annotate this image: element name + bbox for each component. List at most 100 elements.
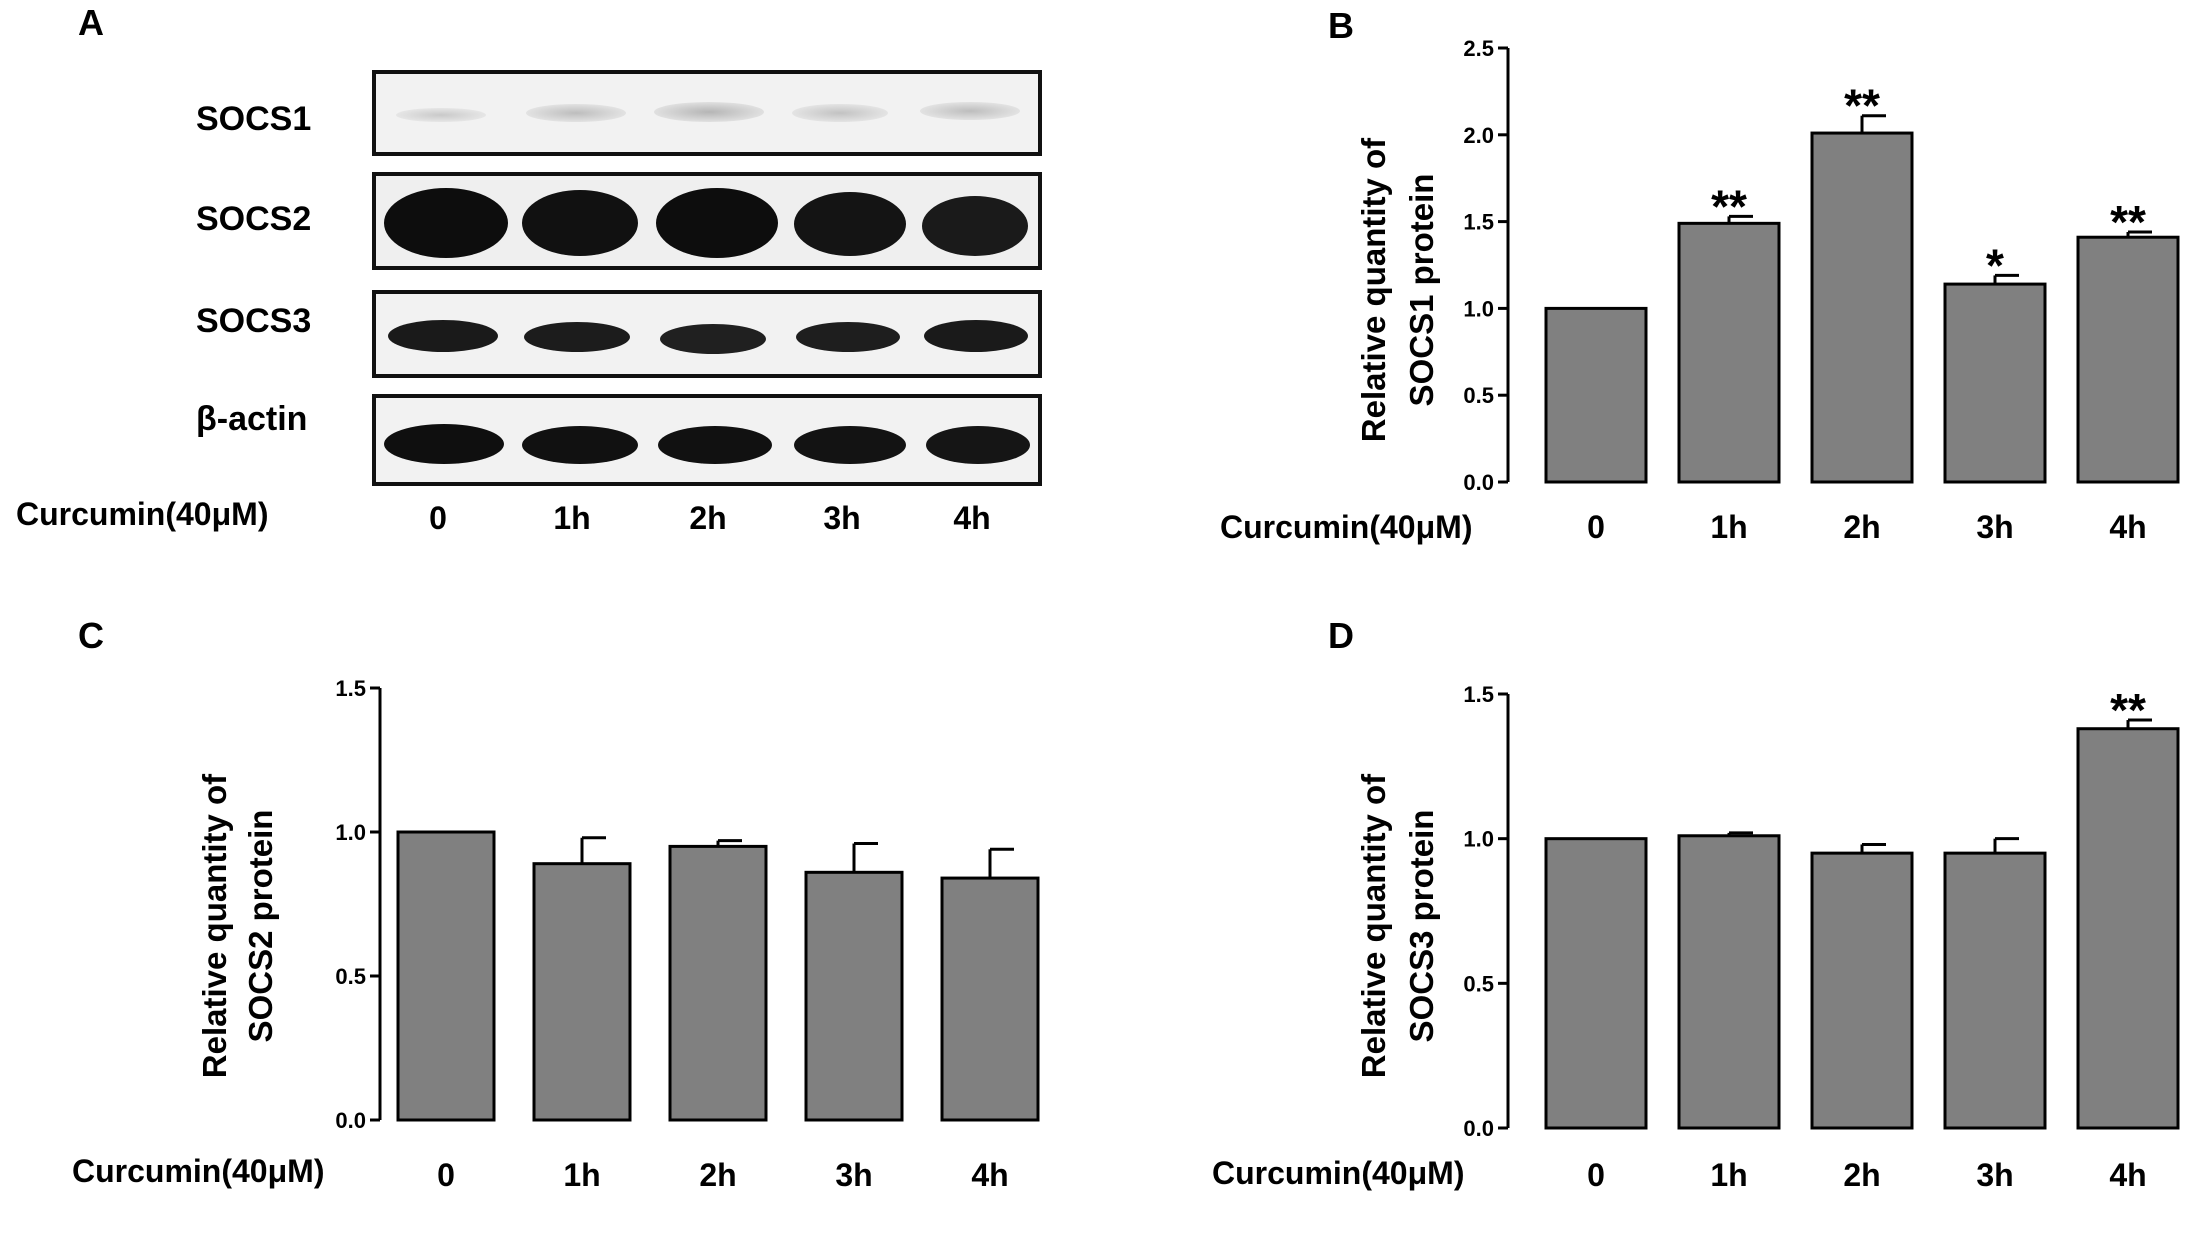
blot-row-label-socs2: SOCS2 bbox=[196, 200, 312, 238]
chart-c: C 0.0 0.5 1.0 1.5 Relative quantity of SOCS2 p… bbox=[72, 615, 1040, 1193]
y-tick-label: 1.0 bbox=[1463, 296, 1494, 321]
y-tick-label: 1.5 bbox=[335, 676, 366, 701]
chart-d: D 0.0 0.5 1.0 1.5 Relative quantity of SOCS3 p… bbox=[1212, 615, 2180, 1193]
bar bbox=[532, 862, 632, 1122]
x-tick-label: 3h bbox=[1976, 509, 2013, 545]
y-axis-label: Relative quantity of bbox=[1355, 137, 1392, 442]
bar bbox=[396, 830, 496, 1122]
x-tick-label: 2h bbox=[1843, 509, 1880, 545]
x-tick-label: 1h bbox=[563, 1157, 600, 1193]
panel-letter-d: D bbox=[1328, 615, 1354, 656]
y-tick-label: 1.0 bbox=[1463, 827, 1494, 852]
blot-band bbox=[660, 324, 766, 354]
y-axis-label: Relative quantity of bbox=[196, 773, 233, 1078]
blot-band bbox=[384, 424, 504, 464]
y-tick-label: 1.5 bbox=[1463, 210, 1494, 235]
significance-mark: ** bbox=[2110, 196, 2146, 248]
y-axis-label: SOCS2 protein bbox=[242, 810, 279, 1043]
blot-band bbox=[796, 322, 900, 352]
bar bbox=[1810, 131, 1914, 484]
x-tick-label: 0 bbox=[437, 1157, 455, 1193]
blot-band bbox=[924, 320, 1028, 352]
blot-band bbox=[522, 426, 638, 464]
x-tick-label: 4h bbox=[971, 1157, 1008, 1193]
x-tick-label: 1h bbox=[1710, 1157, 1747, 1193]
blot-strip-socs2 bbox=[372, 172, 1042, 270]
blot-band bbox=[926, 426, 1030, 464]
bar bbox=[668, 844, 768, 1122]
bar bbox=[1544, 837, 1648, 1130]
bar bbox=[1943, 282, 2047, 484]
y-tick-label: 2.0 bbox=[1463, 123, 1494, 148]
blot-band bbox=[920, 102, 1020, 120]
y-tick-label: 1.5 bbox=[1463, 682, 1494, 707]
x-tick-label: 0 bbox=[1587, 1157, 1605, 1193]
bar bbox=[1677, 221, 1781, 484]
blot-band bbox=[388, 320, 498, 352]
x-axis-label: Curcumin(40μM) bbox=[1212, 1155, 1464, 1191]
significance-mark: ** bbox=[2110, 684, 2146, 736]
y-tick-label: 0.5 bbox=[1463, 971, 1494, 996]
blot-row-label-socs1: SOCS1 bbox=[196, 100, 312, 138]
blot-lane-label: 0 bbox=[429, 500, 447, 536]
y-axis-label: SOCS1 protein bbox=[1403, 174, 1440, 407]
blot-band bbox=[396, 108, 486, 122]
x-tick-label: 2h bbox=[1843, 1157, 1880, 1193]
blot-band bbox=[522, 190, 638, 256]
bar bbox=[940, 876, 1040, 1122]
blot-lane-label: 1h bbox=[553, 500, 591, 536]
blot-band bbox=[384, 188, 508, 258]
x-tick-label: 3h bbox=[1976, 1157, 2013, 1193]
bar bbox=[804, 870, 904, 1122]
x-axis-label: Curcumin(40μM) bbox=[72, 1153, 324, 1189]
y-tick-label: 0.5 bbox=[335, 964, 366, 989]
y-tick-label: 1.0 bbox=[335, 820, 366, 845]
blot-lane-label: 4h bbox=[953, 500, 991, 536]
y-axis-label: SOCS3 protein bbox=[1403, 810, 1440, 1043]
x-tick-label: 4h bbox=[2109, 509, 2146, 545]
blot-band bbox=[524, 322, 630, 352]
blot-treatment-label: Curcumin(40μM) bbox=[16, 496, 269, 532]
y-tick-label: 0.5 bbox=[1463, 383, 1494, 408]
bar bbox=[1544, 306, 1648, 484]
bar bbox=[1677, 834, 1781, 1130]
x-tick-label: 0 bbox=[1587, 509, 1605, 545]
blot-band bbox=[794, 426, 906, 464]
blot-row-label-socs3: SOCS3 bbox=[196, 302, 312, 340]
blot-band bbox=[526, 104, 626, 122]
panel-letter-a: A bbox=[78, 2, 104, 43]
x-tick-label: 1h bbox=[1710, 509, 1747, 545]
blot-band bbox=[654, 102, 764, 122]
chart-b: B 0.0 0.5 1.0 1.5 2.0 2.5 Relative quantity of S… bbox=[1220, 5, 2180, 545]
blot-lane-label: 2h bbox=[689, 500, 727, 536]
x-axis-label: Curcumin(40μM) bbox=[1220, 509, 1472, 545]
significance-mark: * bbox=[1986, 239, 2004, 291]
bar bbox=[2076, 727, 2180, 1130]
panel-letter-b: B bbox=[1328, 5, 1354, 46]
blot-band bbox=[658, 426, 772, 464]
x-tick-label: 2h bbox=[699, 1157, 736, 1193]
panel-letter-c: C bbox=[78, 615, 104, 656]
y-tick-label: 2.5 bbox=[1463, 36, 1494, 61]
blot-strip-beta-actin bbox=[372, 394, 1042, 486]
blot-band bbox=[792, 104, 888, 122]
bar bbox=[2076, 235, 2180, 484]
x-tick-label: 4h bbox=[2109, 1157, 2146, 1193]
blot-strip-socs1 bbox=[372, 70, 1042, 156]
blot-lane-label: 3h bbox=[823, 500, 861, 536]
blot-strip-socs3 bbox=[372, 290, 1042, 378]
significance-mark: ** bbox=[1711, 180, 1747, 232]
bar bbox=[1810, 851, 1914, 1130]
x-tick-label: 3h bbox=[835, 1157, 872, 1193]
blot-band bbox=[794, 192, 906, 256]
y-tick-label: 0.0 bbox=[335, 1108, 366, 1133]
significance-mark: ** bbox=[1844, 80, 1880, 132]
y-tick-label: 0.0 bbox=[1463, 470, 1494, 495]
blot-band bbox=[922, 196, 1028, 256]
bar bbox=[1943, 851, 2047, 1130]
y-tick-label: 0.0 bbox=[1463, 1116, 1494, 1141]
blot-row-label-beta-actin: β-actin bbox=[196, 400, 308, 438]
y-axis-label: Relative quantity of bbox=[1355, 773, 1392, 1078]
blot-band bbox=[656, 188, 778, 258]
